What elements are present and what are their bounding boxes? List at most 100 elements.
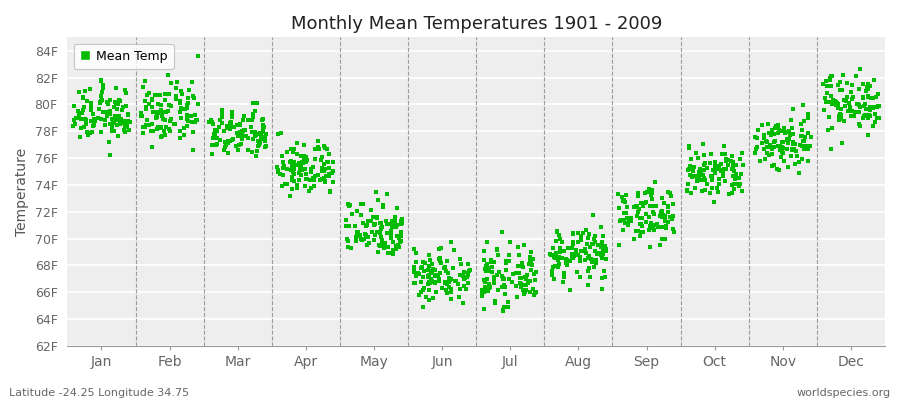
- Point: [168, 92, 183, 99]
- Point: [712, 165, 726, 172]
- Point: [486, 274, 500, 280]
- Point: [121, 118, 135, 124]
- Point: [230, 122, 244, 128]
- Point: [771, 143, 786, 149]
- Point: [858, 101, 872, 108]
- Point: [665, 226, 680, 232]
- Point: [717, 165, 732, 172]
- Point: [831, 101, 845, 108]
- Point: [306, 174, 320, 181]
- Point: [111, 101, 125, 107]
- Point: [415, 264, 429, 270]
- Point: [633, 215, 647, 221]
- Point: [653, 213, 668, 219]
- Point: [754, 140, 769, 146]
- Point: [843, 104, 858, 110]
- Point: [407, 269, 421, 275]
- Point: [248, 133, 262, 140]
- Point: [680, 186, 694, 193]
- Point: [307, 177, 321, 184]
- Point: [112, 114, 126, 120]
- Point: [725, 162, 740, 168]
- Point: [571, 252, 585, 258]
- Point: [860, 87, 874, 94]
- Point: [829, 99, 843, 105]
- Point: [367, 221, 382, 228]
- Point: [689, 178, 704, 184]
- Point: [598, 274, 612, 280]
- Point: [158, 91, 172, 97]
- Point: [94, 98, 108, 104]
- Point: [306, 175, 320, 181]
- Point: [220, 124, 234, 130]
- Point: [700, 164, 715, 171]
- Point: [695, 188, 709, 194]
- Point: [837, 118, 851, 124]
- Point: [565, 239, 580, 246]
- Point: [308, 172, 322, 179]
- Point: [823, 74, 837, 81]
- Point: [236, 132, 250, 139]
- Point: [547, 254, 562, 260]
- Point: [711, 165, 725, 172]
- Point: [231, 147, 246, 154]
- Point: [80, 129, 94, 136]
- Point: [748, 134, 762, 140]
- Point: [860, 114, 875, 121]
- Point: [498, 284, 512, 291]
- Point: [186, 93, 201, 100]
- Point: [646, 222, 661, 228]
- Point: [527, 290, 542, 297]
- Point: [794, 121, 808, 128]
- Point: [524, 260, 538, 266]
- Point: [482, 284, 497, 291]
- Point: [726, 168, 741, 174]
- Point: [821, 126, 835, 133]
- Point: [232, 129, 247, 136]
- Point: [287, 171, 302, 178]
- Point: [803, 142, 817, 149]
- Point: [824, 93, 839, 99]
- Point: [256, 116, 270, 122]
- Point: [210, 135, 224, 141]
- Point: [145, 144, 159, 150]
- Point: [765, 146, 779, 152]
- Point: [304, 184, 319, 191]
- Point: [270, 164, 284, 170]
- Point: [241, 116, 256, 123]
- Point: [106, 118, 121, 125]
- Point: [284, 177, 299, 183]
- Point: [518, 274, 532, 280]
- Point: [596, 251, 610, 258]
- Point: [103, 108, 117, 114]
- Point: [646, 203, 661, 209]
- Point: [563, 258, 578, 264]
- Point: [407, 280, 421, 286]
- Point: [394, 238, 409, 244]
- Point: [801, 146, 815, 152]
- Point: [620, 222, 634, 229]
- Point: [871, 91, 886, 98]
- Point: [414, 278, 428, 285]
- Point: [499, 260, 513, 266]
- Point: [163, 118, 177, 124]
- Point: [856, 94, 870, 101]
- Point: [872, 115, 886, 122]
- Point: [655, 214, 670, 220]
- Point: [386, 221, 400, 227]
- Point: [655, 208, 670, 214]
- Point: [297, 142, 311, 148]
- Point: [416, 259, 430, 266]
- Point: [158, 116, 173, 123]
- Point: [217, 128, 231, 134]
- Point: [364, 228, 379, 235]
- Point: [153, 125, 167, 132]
- Point: [618, 192, 633, 198]
- Point: [525, 256, 539, 262]
- Point: [688, 150, 703, 156]
- Point: [114, 119, 129, 125]
- Point: [557, 248, 572, 254]
- Point: [425, 270, 439, 276]
- Point: [190, 117, 204, 124]
- Point: [665, 216, 680, 223]
